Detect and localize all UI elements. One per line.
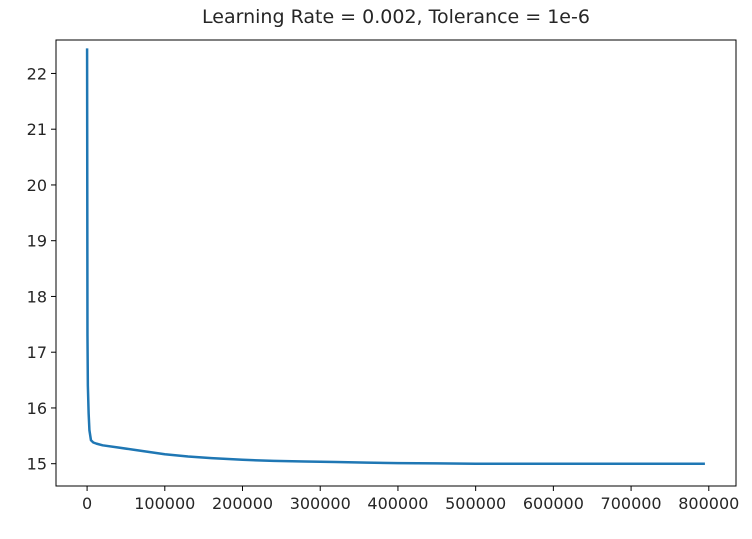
y-tick-label-1: 16 xyxy=(27,399,47,418)
x-tick-label-6: 600000 xyxy=(523,494,584,513)
series-line-0 xyxy=(85,48,705,465)
y-tick-label-7: 22 xyxy=(27,64,47,83)
x-tick-label-7: 700000 xyxy=(601,494,662,513)
y-tick-label-6: 21 xyxy=(27,120,47,139)
y-tick-label-0: 15 xyxy=(27,455,47,474)
y-tick-label-4: 19 xyxy=(27,232,47,251)
x-tick-label-8: 800000 xyxy=(678,494,739,513)
x-tick-label-5: 500000 xyxy=(445,494,506,513)
x-tick-label-4: 400000 xyxy=(367,494,428,513)
x-tick-label-1: 100000 xyxy=(134,494,195,513)
y-tick-label-3: 18 xyxy=(27,287,47,306)
y-tick-label-2: 17 xyxy=(27,343,47,362)
plot-frame xyxy=(55,39,737,487)
x-tick-label-0: 0 xyxy=(82,494,92,513)
chart-title: Learning Rate = 0.002, Tolerance = 1e-6 xyxy=(202,6,590,28)
x-tick-label-3: 300000 xyxy=(290,494,351,513)
y-tick-label-5: 20 xyxy=(27,176,47,195)
x-tick-label-2: 200000 xyxy=(212,494,273,513)
